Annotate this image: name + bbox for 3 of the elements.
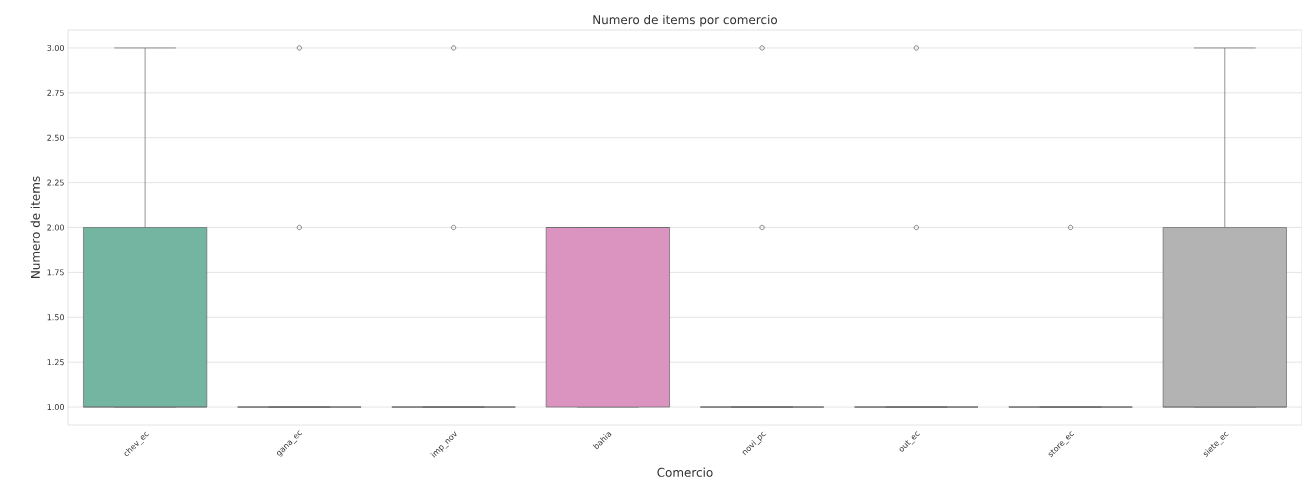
- x-axis-title: Comercio: [657, 467, 713, 477]
- y-axis-title: Numero de items: [30, 176, 40, 278]
- chart-title: Numero de items por comercio: [593, 14, 778, 27]
